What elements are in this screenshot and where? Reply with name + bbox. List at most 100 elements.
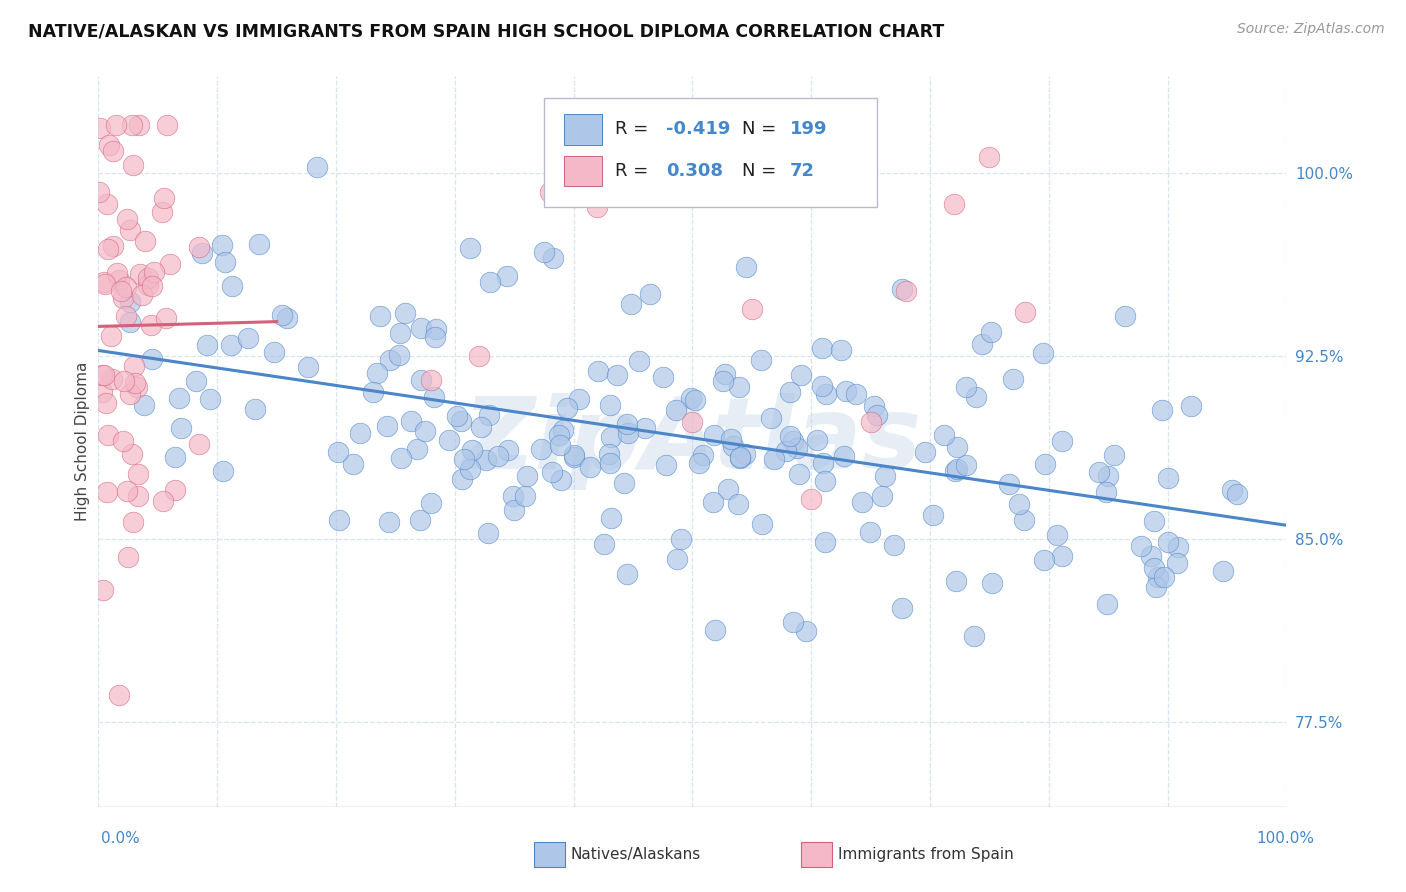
Point (547, 427, 569, 442)
Point (845, 387, 868, 401)
Point (97, 137, 120, 152)
Point (598, 446, 620, 460)
Point (1095, 485, 1118, 500)
Point (214, 254, 236, 268)
Point (735, 260, 758, 274)
Point (112, 374, 135, 388)
Point (425, 329, 447, 343)
Point (437, 433, 460, 447)
Point (478, 408, 501, 422)
Point (243, 402, 266, 417)
Point (955, 458, 977, 472)
Point (859, 524, 882, 539)
Point (366, 367, 388, 381)
Point (122, 359, 145, 374)
Point (87, 185, 110, 199)
Point (1143, 560, 1166, 574)
Point (103, 144, 125, 158)
Point (683, 392, 706, 407)
Point (1002, 372, 1025, 386)
Point (349, 425, 371, 440)
Point (328, 513, 350, 527)
Point (409, 321, 432, 335)
Text: 199: 199 (790, 120, 827, 138)
Point (617, 425, 640, 440)
Point (815, 386, 838, 401)
Point (486, 449, 509, 463)
Point (1167, 541, 1189, 555)
Point (122, 515, 145, 529)
FancyBboxPatch shape (544, 98, 876, 208)
Point (141, 279, 163, 293)
Point (922, 508, 945, 522)
Point (786, 441, 808, 455)
Point (599, 457, 621, 471)
Point (717, 482, 740, 496)
Point (568, 392, 591, 406)
Point (741, 302, 763, 317)
Point (1050, 549, 1073, 564)
Point (728, 380, 751, 394)
Point (117, 483, 139, 498)
Point (1014, 305, 1036, 319)
Point (1180, 399, 1202, 413)
Point (411, 373, 433, 387)
Point (946, 440, 969, 454)
Text: Source: ZipAtlas.com: Source: ZipAtlas.com (1237, 22, 1385, 37)
Point (851, 495, 873, 509)
Point (914, 445, 936, 459)
Point (811, 379, 834, 393)
Point (187, 240, 209, 254)
Point (1095, 597, 1118, 611)
Point (461, 443, 484, 458)
Point (93, 368, 115, 382)
Point (859, 415, 882, 429)
Point (115, 309, 138, 323)
Point (91, 385, 114, 400)
Point (721, 439, 744, 453)
Point (1032, 346, 1054, 360)
Point (1050, 434, 1073, 448)
Point (1144, 580, 1167, 594)
Point (502, 490, 524, 504)
Point (127, 467, 149, 482)
Point (681, 415, 703, 429)
Point (862, 400, 884, 414)
Point (152, 494, 174, 508)
Point (195, 338, 218, 352)
Point (453, 452, 475, 467)
Point (91, 583, 114, 598)
Point (120, 315, 142, 329)
Point (728, 450, 751, 464)
Point (124, 376, 146, 390)
Point (790, 368, 813, 383)
Point (163, 483, 186, 498)
Point (138, 270, 160, 285)
Point (409, 513, 432, 527)
Text: -0.419: -0.419 (666, 120, 731, 138)
Point (638, 287, 661, 301)
Point (470, 419, 492, 434)
Point (832, 449, 855, 463)
Point (115, 211, 138, 226)
Point (634, 421, 657, 435)
Point (651, 369, 673, 384)
Point (96, 196, 118, 211)
Point (1220, 483, 1243, 497)
Point (90, 368, 112, 383)
Point (474, 453, 496, 467)
Point (105, 118, 128, 132)
Point (562, 448, 585, 462)
Point (1033, 553, 1056, 567)
Point (219, 338, 242, 352)
Point (762, 451, 785, 466)
Point (1008, 497, 1031, 511)
Point (593, 537, 616, 551)
Point (943, 464, 966, 478)
Point (703, 428, 725, 442)
Point (121, 447, 143, 461)
Point (1045, 528, 1067, 542)
Point (221, 278, 243, 293)
Point (270, 308, 292, 322)
Point (111, 291, 134, 305)
